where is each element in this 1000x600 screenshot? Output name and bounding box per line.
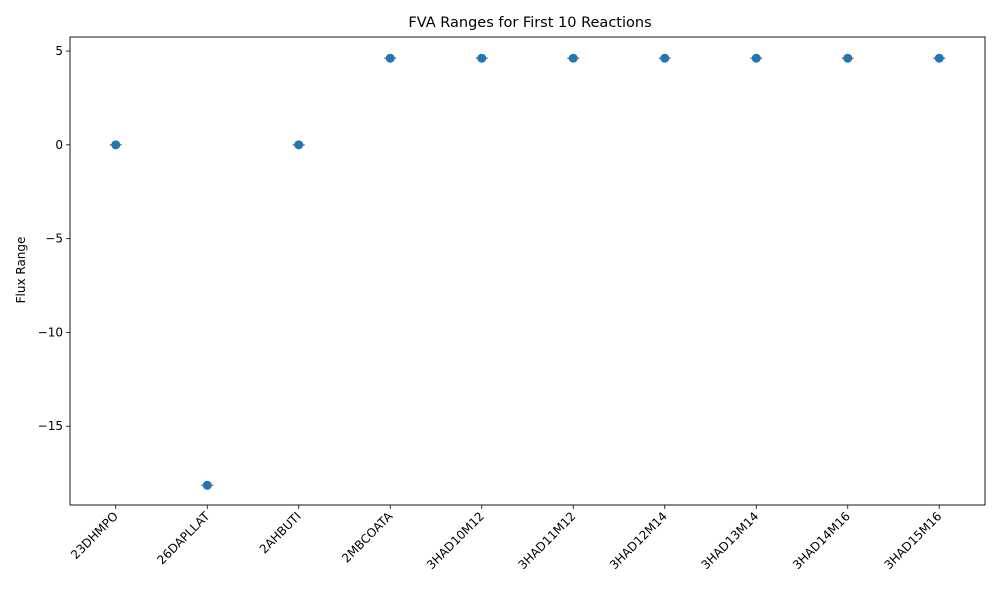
y-tick-label: −5 [45, 232, 63, 246]
data-point [294, 140, 304, 150]
data-point [568, 53, 578, 63]
data-point [751, 53, 761, 63]
data-point [843, 53, 853, 63]
data-point [111, 140, 121, 150]
data-point [385, 53, 395, 63]
y-tick-label: 5 [55, 44, 63, 58]
data-point [934, 53, 944, 63]
data-point [202, 480, 212, 490]
y-tick-label: 0 [55, 138, 63, 152]
y-tick-label: −10 [38, 325, 63, 339]
y-tick-label: −15 [38, 419, 63, 433]
plot-frame [69, 36, 986, 506]
data-point [477, 53, 487, 63]
data-point [660, 53, 670, 63]
chart-title: FVA Ranges for First 10 Reactions [408, 15, 651, 31]
y-axis-label: Flux Range [14, 237, 28, 304]
